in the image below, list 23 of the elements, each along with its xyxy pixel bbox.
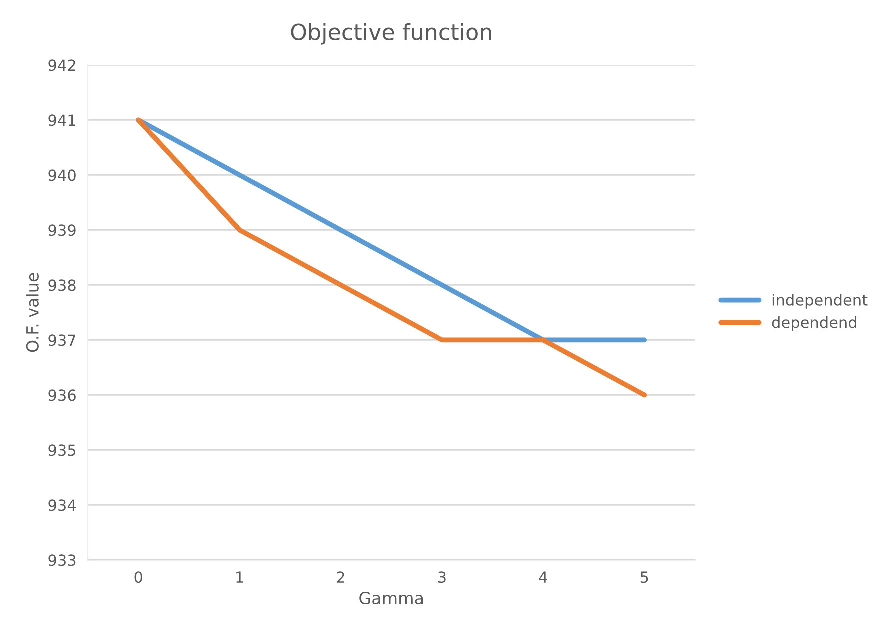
x-tick-label: 1 [236, 572, 244, 583]
y-tick-label: 939 [48, 224, 76, 236]
y-axis-title: O.F. value [26, 273, 39, 352]
y-tick-label: 941 [48, 114, 76, 126]
y-tick-label: 936 [48, 390, 76, 402]
y-tick-label: 942 [48, 60, 76, 72]
line-series [136, 118, 648, 398]
x-axis-title: Gamma [360, 592, 423, 605]
chart-title: Objective function [291, 23, 492, 45]
x-tick-label: 5 [640, 572, 648, 584]
y-tick-label: 935 [48, 444, 76, 456]
legend-label: independent [772, 294, 868, 309]
y-tick-label: 933 [48, 554, 76, 566]
x-tick-label: 4 [539, 572, 548, 583]
y-tick-label: 940 [48, 170, 76, 182]
x-tick-label: 2 [337, 572, 344, 583]
legend-label: dependend [772, 316, 856, 332]
y-tick-label: 934 [48, 500, 76, 512]
x-tick-label: 0 [134, 572, 142, 584]
x-tick-label: 3 [438, 572, 446, 584]
y-tick-label: 938 [48, 280, 76, 292]
line-series [136, 118, 648, 343]
y-tick-label: 937 [48, 334, 76, 346]
